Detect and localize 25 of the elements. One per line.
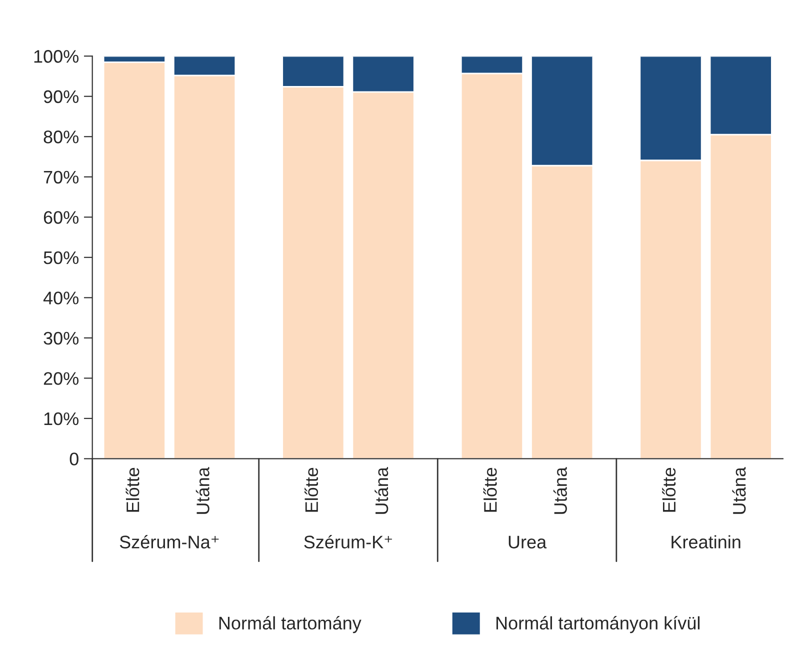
text: Kreatinin: [672, 535, 740, 548]
y-tick-label: 100%: [34, 50, 79, 63]
y-tick-label: 60%: [44, 211, 79, 224]
y-tick-label: 0: [70, 452, 78, 466]
legend-label: Normál tartomány: [219, 616, 362, 634]
y-tick-label: 20%: [44, 372, 79, 385]
x-tick-label: Utána: [196, 467, 210, 514]
text: Szérum-K⁺: [304, 534, 392, 548]
text: Szérum-Na⁺: [120, 534, 219, 548]
x-tick-label: Előtte: [304, 468, 318, 512]
y-tick-label: 40%: [43, 292, 79, 304]
y-tick-label: 50%: [44, 251, 79, 264]
y-tick-label: 30%: [44, 332, 79, 345]
x-tick-label: Előtte: [662, 468, 676, 512]
x-tick-label: Utána: [732, 467, 746, 514]
y-tick-label: 80%: [44, 130, 79, 144]
legend-label: Normál tartományon kívül: [496, 616, 700, 634]
y-tick-label: 90%: [44, 90, 79, 104]
text: Urea: [508, 536, 547, 548]
x-tick-label: Előtte: [483, 468, 497, 512]
x-tick-label: Előtte: [126, 468, 140, 512]
x-tick-label: Utána: [553, 467, 567, 514]
x-tick-label: Utána: [374, 467, 388, 514]
y-tick-label: 10%: [44, 412, 79, 426]
y-tick-label: 70%: [44, 170, 79, 184]
